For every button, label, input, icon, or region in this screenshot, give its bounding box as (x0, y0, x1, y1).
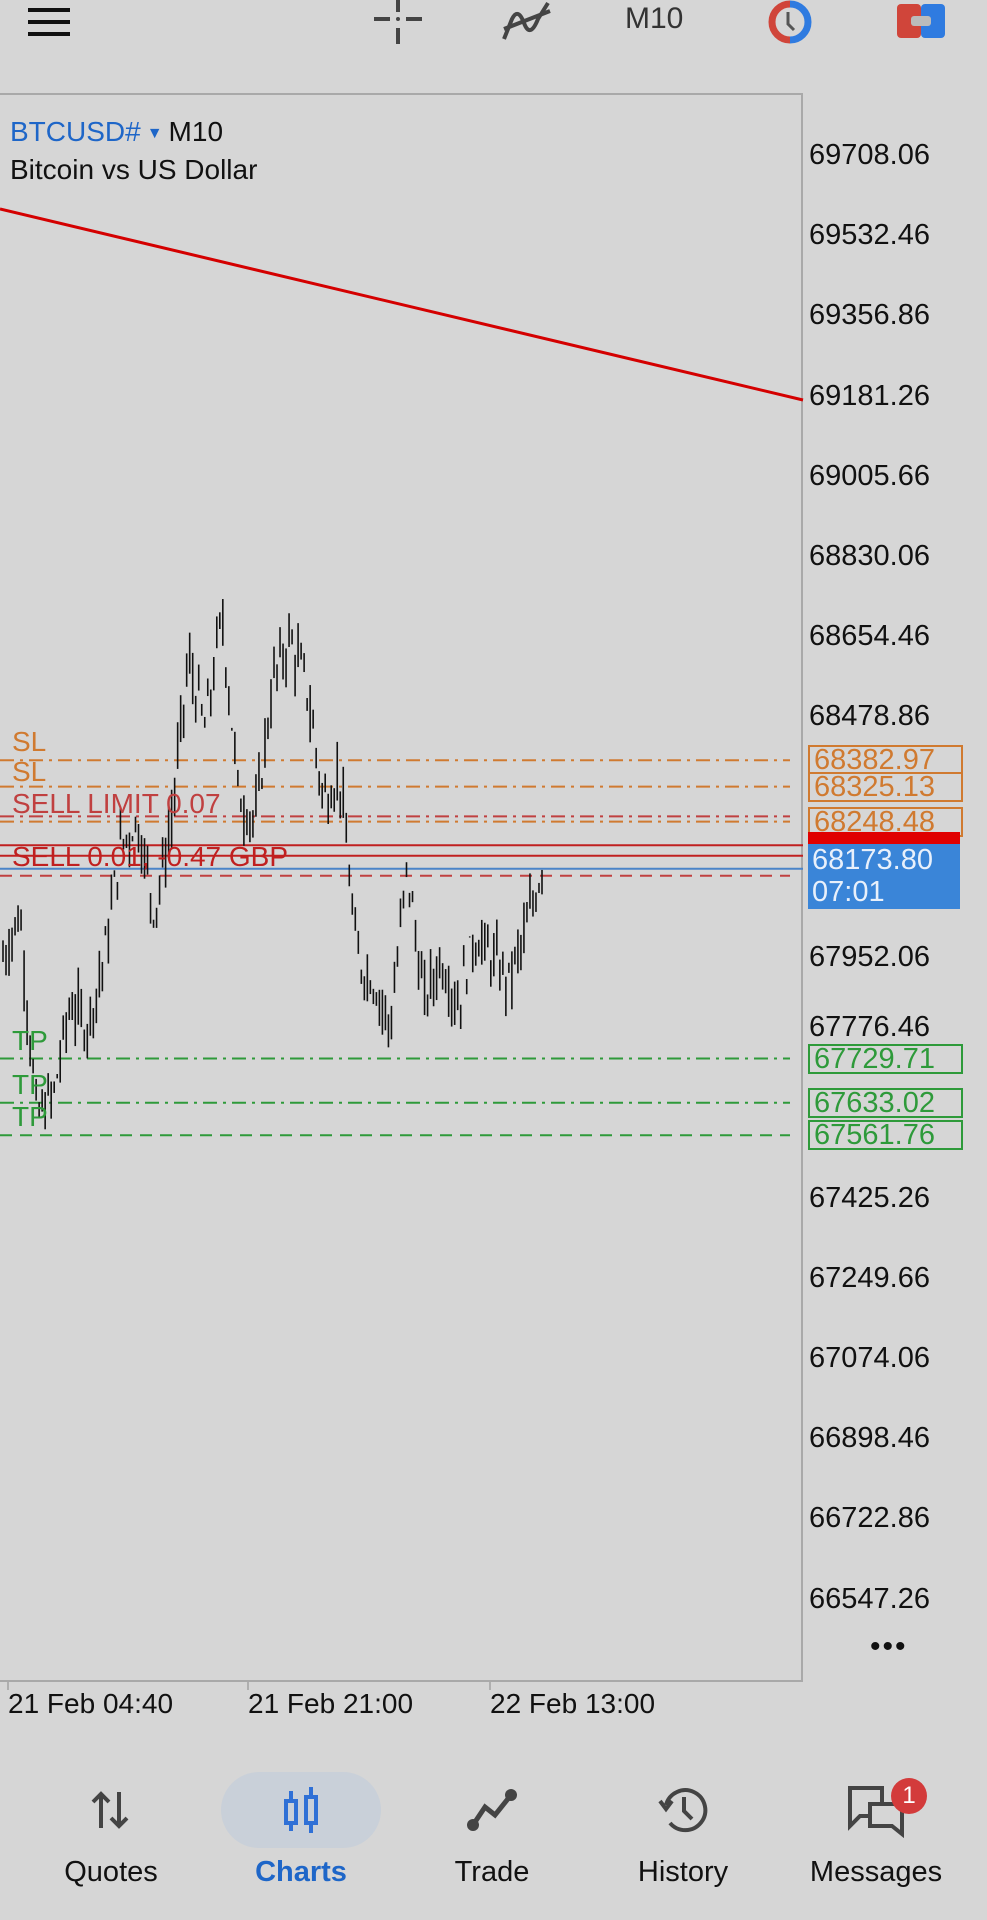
messages-badge: 1 (891, 1778, 927, 1814)
top-toolbar: M10 (0, 0, 987, 60)
time-tick-label: 21 Feb 04:40 (8, 1688, 174, 1719)
trendline (0, 207, 804, 402)
chart-area[interactable] (0, 93, 803, 1682)
order-label: SELL LIMIT 0.07 (12, 788, 221, 820)
indicator-icon[interactable] (500, 0, 556, 44)
tp-label: TP (12, 1024, 48, 1056)
nav-label: Charts (255, 1856, 347, 1888)
level-price-box: 67561.76 (808, 1120, 963, 1151)
symbol-name[interactable]: BTCUSD# (10, 116, 141, 147)
nav-charts[interactable]: Charts (216, 1760, 386, 1889)
tp-dash-label: TP (12, 1101, 48, 1133)
price-tick-label: 66898.46 (809, 1422, 930, 1455)
messages-icon (796, 1772, 956, 1848)
price-tick-label: 67249.66 (809, 1261, 930, 1294)
bid-price: 68173.80 (812, 844, 933, 876)
price-tick-label: 67952.06 (809, 941, 930, 973)
bar-timer: 07:01 (812, 876, 885, 908)
level-price-box: 68248.48 (808, 806, 963, 837)
trade-line-icon (412, 1772, 572, 1848)
price-tick-label: 67074.06 (809, 1342, 930, 1374)
nav-label: Messages (809, 1856, 943, 1888)
level-price-box: 67729.71 (808, 1043, 963, 1074)
price-tick-label: 66547.26 (809, 1582, 930, 1615)
candles-icon (221, 1772, 381, 1848)
symbol-selector[interactable]: BTCUSD# ▼ M10 (10, 116, 223, 148)
sl-label: SL (12, 726, 47, 758)
history-icon (603, 1772, 763, 1848)
ask-price-marker (808, 832, 960, 844)
clock-icon[interactable] (762, 0, 818, 44)
timeframe-button[interactable]: M10 (625, 2, 684, 35)
hamburger-icon[interactable] (24, 0, 74, 44)
bottom-navigation: Quotes Charts Trade History 1 Messages (0, 1760, 987, 1920)
price-tick-label: 69532.46 (809, 219, 930, 252)
price-tick-label: 69181.26 (809, 379, 930, 412)
more-options-button[interactable]: ••• (870, 1630, 908, 1663)
nav-label: History (637, 1856, 729, 1888)
one-click-trade-icon[interactable] (893, 0, 949, 44)
price-tick-label: 67425.26 (809, 1181, 930, 1214)
nav-messages[interactable]: 1 Messages (791, 1760, 961, 1889)
quotes-arrows-icon (31, 1772, 191, 1848)
price-tick-label: 66722.86 (809, 1502, 930, 1535)
level-price-box: 67633.02 (808, 1087, 963, 1118)
price-tick-label: 69005.66 (809, 459, 930, 492)
bid-price-box: 68173.80 07:01 (808, 844, 960, 909)
level-price-box: 68325.13 (808, 771, 963, 802)
price-tick-label: 69356.86 (809, 299, 930, 332)
dropdown-triangle-icon[interactable]: ▼ (146, 124, 163, 142)
time-tick-label: 22 Feb 13:00 (490, 1688, 656, 1719)
nav-label: Quotes (64, 1856, 158, 1888)
price-tick-label: 68654.46 (809, 620, 930, 653)
sl-label: SL (12, 755, 47, 787)
price-tick-label: 68478.86 (809, 700, 930, 733)
crosshair-icon[interactable] (372, 0, 424, 44)
time-tick-label: 21 Feb 21:00 (248, 1688, 414, 1719)
nav-trade[interactable]: Trade (407, 1760, 577, 1889)
nav-history[interactable]: History (598, 1760, 768, 1889)
nav-quotes[interactable]: Quotes (26, 1760, 196, 1889)
price-tick-label: 68830.06 (809, 540, 930, 572)
symbol-description: Bitcoin vs US Dollar (10, 154, 258, 185)
position-label: SELL 0.01, -0.47 GBP (12, 840, 289, 872)
price-tick-label: 67776.46 (809, 1010, 930, 1043)
tp-label: TP (12, 1068, 48, 1100)
price-tick-label: 69708.06 (809, 139, 930, 171)
chart-timeframe: M10 (168, 116, 224, 147)
nav-label: Trade (454, 1856, 530, 1888)
